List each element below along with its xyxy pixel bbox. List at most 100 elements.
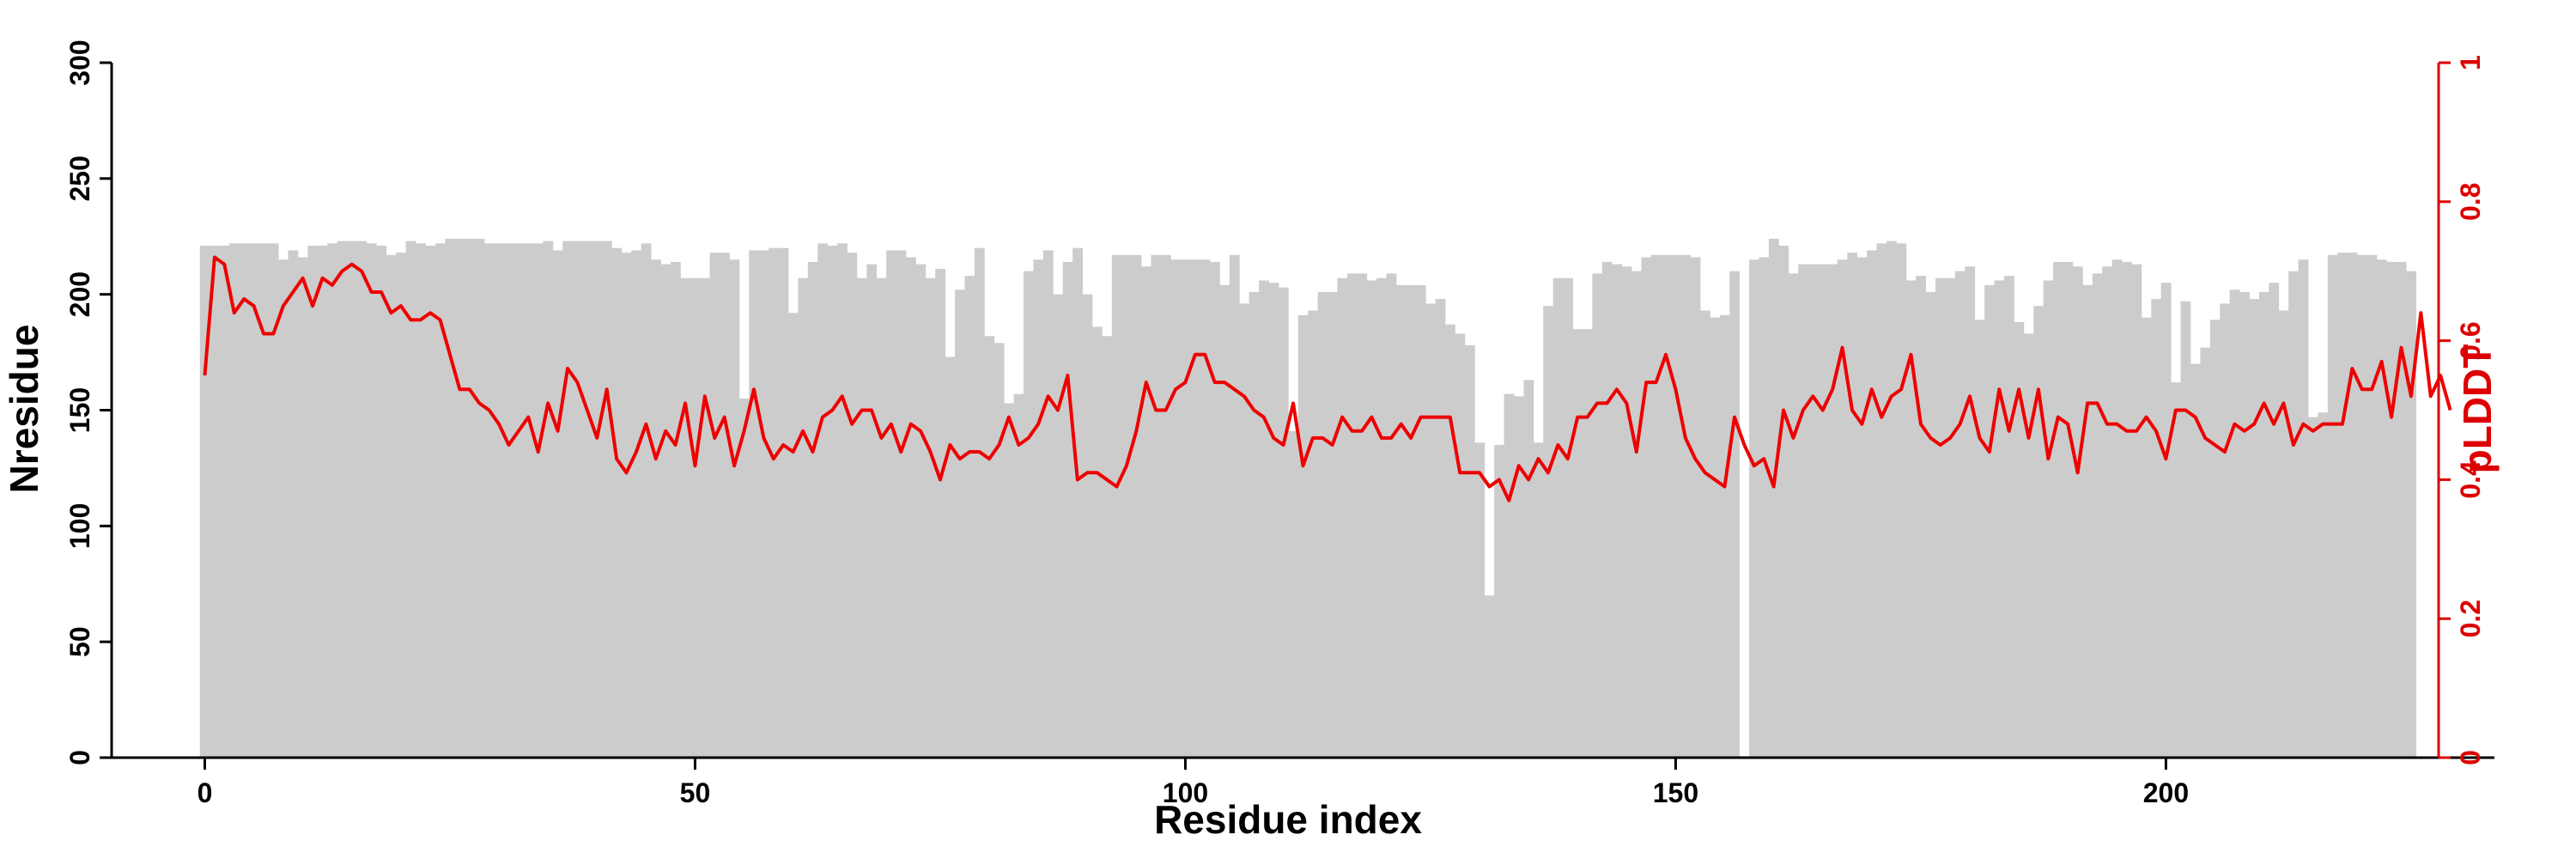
bar: [1641, 257, 1652, 758]
bar: [1552, 277, 1564, 758]
bar: [2318, 412, 2329, 758]
bar: [1837, 259, 1848, 758]
bar: [1563, 277, 1573, 758]
bar: [2131, 264, 2142, 758]
bar: [1867, 250, 1877, 758]
bar: [434, 243, 446, 758]
bar: [347, 241, 357, 758]
bar: [1141, 266, 1151, 758]
bar: [2082, 284, 2093, 758]
bar: [738, 399, 750, 758]
bar: [1896, 243, 1907, 758]
bar: [1190, 259, 1200, 758]
bar: [1200, 259, 1211, 758]
bar: [445, 238, 456, 758]
bar: [1905, 280, 1917, 758]
bar: [1082, 294, 1093, 758]
x-axis-title: Residue index: [1154, 797, 1422, 842]
bar: [1621, 266, 1632, 758]
bar: [1523, 380, 1534, 758]
bar: [307, 246, 319, 758]
bar: [2043, 280, 2054, 758]
bar: [1376, 277, 1387, 758]
bar: [749, 250, 760, 758]
bar: [896, 250, 907, 758]
bar: [1111, 254, 1122, 758]
bar: [621, 253, 632, 758]
bar: [1778, 246, 1789, 758]
bar: [1357, 273, 1368, 758]
bar: [670, 261, 681, 758]
bar: [405, 241, 416, 758]
y2-tick-label: 1: [2455, 55, 2486, 70]
bar: [219, 246, 230, 758]
bar: [1464, 344, 1475, 758]
bar: [337, 241, 348, 758]
bar: [268, 243, 279, 758]
bar: [935, 269, 946, 758]
bar: [1749, 259, 1759, 758]
bar: [2053, 261, 2063, 758]
bar: [1935, 277, 1946, 758]
x-tick-label: 50: [680, 777, 711, 808]
bar: [787, 313, 799, 758]
bar: [1288, 430, 1299, 758]
bar: [1827, 264, 1838, 758]
bar: [1484, 595, 1495, 758]
bar: [2357, 254, 2367, 758]
bar: [651, 259, 661, 758]
bar: [611, 247, 623, 758]
bar: [2220, 303, 2231, 758]
bar: [1102, 336, 1113, 758]
bar: [1024, 271, 1034, 758]
bar: [297, 257, 308, 758]
bar: [562, 241, 574, 758]
bar: [1601, 261, 1613, 758]
y2-tick-label: 0.4: [2455, 460, 2486, 499]
bar: [366, 243, 377, 758]
bar: [229, 243, 240, 758]
bar: [1053, 294, 1064, 758]
bar: [601, 241, 612, 758]
bar: [1033, 259, 1044, 758]
bar: [915, 264, 927, 758]
bar: [1847, 253, 1858, 758]
bar: [660, 264, 671, 758]
bar: [817, 243, 829, 758]
bar: [1886, 241, 1897, 758]
x-tick-label: 0: [197, 777, 213, 808]
bar: [1719, 314, 1730, 758]
bar: [258, 243, 270, 758]
bar: [376, 246, 387, 758]
bar: [807, 261, 818, 758]
bar: [503, 243, 514, 758]
bar: [1425, 303, 1437, 758]
bar: [2308, 417, 2318, 758]
bar: [2063, 261, 2074, 758]
bar: [2092, 273, 2103, 758]
bar: [631, 250, 642, 758]
x-tick-label: 150: [1653, 777, 1698, 808]
y2-axis-title: pLDDT: [2455, 344, 2500, 474]
bar: [1072, 247, 1083, 758]
bar: [680, 277, 691, 758]
x-tick-label: 200: [2143, 777, 2189, 808]
bar: [2298, 259, 2309, 758]
bar: [1690, 257, 1701, 758]
bar: [2406, 271, 2417, 758]
bars-layer: [199, 238, 2417, 758]
y2-tick-label: 0.2: [2455, 600, 2486, 637]
bar: [866, 264, 878, 758]
bar: [886, 250, 896, 758]
bar: [2023, 333, 2034, 758]
bar: [2160, 283, 2172, 758]
y2-tick-label: 0: [2455, 750, 2486, 765]
bar: [837, 243, 848, 758]
bar: [1984, 284, 1995, 758]
bar: [720, 253, 730, 758]
bar: [1327, 291, 1338, 758]
y-tick-label: 300: [64, 40, 95, 85]
bar: [2386, 261, 2397, 758]
bar: [758, 250, 769, 758]
